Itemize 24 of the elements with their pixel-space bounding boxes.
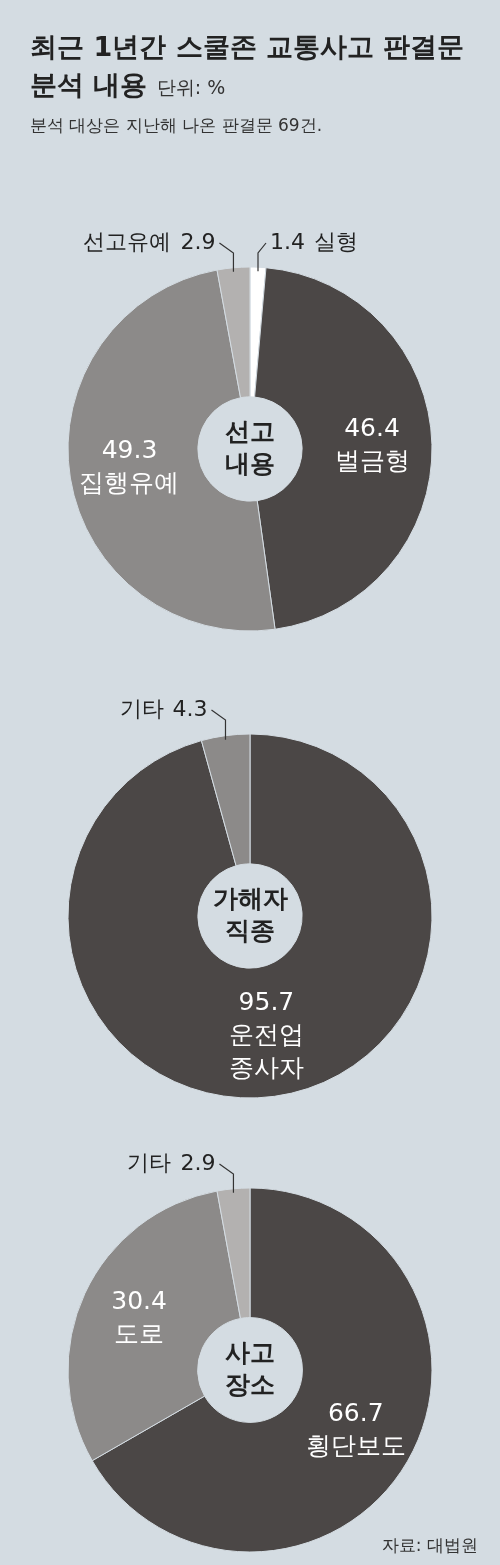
data-label: 95.7 [238, 987, 295, 1017]
data-label: 30.4 [111, 1285, 167, 1315]
data-label: 2.9 [180, 1149, 216, 1175]
slice-label: 횡단보도 [305, 1431, 406, 1461]
slice-label: 기타 [127, 1149, 172, 1175]
data-label: 49.3 [101, 435, 158, 465]
text: 사고 장소 [225, 1337, 275, 1399]
slice-label: 운전업 종사자 [228, 1020, 304, 1083]
text: 가해자 직종 [212, 883, 288, 945]
text: 자료: 대법원 [381, 1534, 478, 1557]
data-label: 2.9 [180, 228, 216, 254]
text: 단위: % [156, 76, 226, 98]
data-label: 66.7 [327, 1398, 384, 1428]
slice-label: 벌금형 [334, 445, 410, 475]
data-label: 4.3 [172, 695, 208, 721]
slice-label: 선고유예 [83, 228, 172, 254]
slice-label: 실형 [313, 228, 358, 254]
data-label: 1.4 [270, 228, 305, 254]
slice-label: 기타 [119, 695, 164, 721]
text: 분석 대상은 지난해 나온 판결문 69건. [30, 114, 324, 137]
text: 선고 내용 [225, 416, 275, 478]
slice-label: 집행유예 [79, 468, 180, 498]
slice-label: 도로 [114, 1318, 165, 1348]
data-label: 46.4 [344, 412, 400, 442]
